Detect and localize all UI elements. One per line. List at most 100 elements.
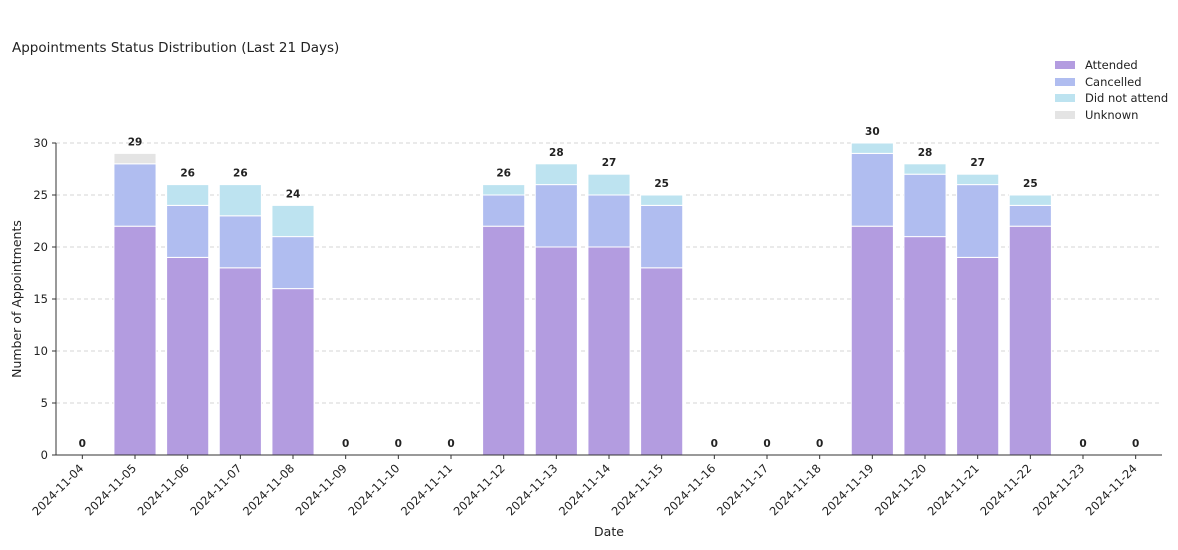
bar-total-label: 30 — [865, 126, 880, 138]
bar-total-label: 29 — [128, 136, 143, 148]
x-tick-label: 2024-11-07 — [187, 461, 244, 518]
x-tick-label: 2024-11-05 — [82, 461, 139, 518]
bar-attended — [956, 256, 1000, 456]
bar-cancelled — [482, 194, 526, 227]
bar-cancelled — [640, 204, 684, 269]
bar-did-not-attend — [1008, 194, 1052, 206]
bar-attended — [1008, 225, 1052, 456]
bar-attended — [534, 246, 578, 456]
bar-total-label: 26 — [496, 168, 511, 180]
bar-attended — [850, 225, 894, 456]
legend-swatch-unknown — [1055, 110, 1075, 119]
bar-total-label: 28 — [918, 147, 933, 159]
bar-cancelled — [534, 184, 578, 248]
x-tick-label: 2024-11-15 — [609, 461, 666, 518]
bar-total-label: 25 — [1023, 178, 1038, 190]
bar-attended — [903, 236, 947, 456]
bar-did-not-attend — [166, 184, 210, 206]
bar-total-label: 24 — [286, 188, 301, 200]
bar-total-label: 0 — [342, 438, 349, 450]
x-tick-label: 2024-11-17 — [714, 461, 771, 518]
x-tick-label: 2024-11-14 — [556, 461, 613, 518]
y-tick-label: 25 — [33, 188, 48, 202]
bar-did-not-attend — [956, 173, 1000, 186]
bar-attended — [113, 225, 157, 456]
bar-total-label: 27 — [970, 157, 985, 169]
x-tick-label: 2024-11-24 — [1083, 461, 1140, 518]
legend-item-attended: Attended — [1055, 57, 1168, 74]
y-tick-label: 0 — [41, 448, 48, 462]
bar-total-label: 0 — [1079, 438, 1086, 450]
bar-did-not-attend — [903, 163, 947, 175]
x-tick-label: 2024-11-12 — [451, 461, 508, 518]
x-tick-label: 2024-11-11 — [398, 461, 455, 518]
bar-did-not-attend — [587, 173, 631, 196]
x-tick-label: 2024-11-13 — [503, 461, 560, 518]
bar-did-not-attend — [850, 142, 894, 154]
x-tick-label: 2024-11-09 — [293, 461, 350, 518]
x-tick-label: 2024-11-16 — [661, 461, 718, 518]
bar-did-not-attend — [271, 204, 315, 238]
y-tick-label: 10 — [33, 344, 48, 358]
bar-cancelled — [218, 215, 262, 269]
bar-total-label: 0 — [816, 438, 823, 450]
bar-attended — [640, 267, 684, 456]
legend-label-attended: Attended — [1085, 58, 1138, 73]
bar-did-not-attend — [640, 194, 684, 206]
bar-cancelled — [587, 194, 631, 248]
legend-item-unknown: Unknown — [1055, 107, 1168, 124]
y-tick-label: 30 — [33, 136, 48, 150]
y-tick-label: 20 — [33, 240, 48, 254]
legend-swatch-attended — [1055, 61, 1075, 70]
bar-did-not-attend — [482, 184, 526, 196]
bar-cancelled — [271, 236, 315, 290]
bar-total-label: 0 — [763, 438, 770, 450]
y-tick-label: 5 — [41, 396, 48, 410]
bar-cancelled — [956, 184, 1000, 258]
bar-cancelled — [166, 204, 210, 258]
x-axis-title: Date — [594, 524, 624, 539]
bar-total-label: 26 — [180, 168, 195, 180]
bar-cancelled — [113, 163, 157, 227]
bar-total-label: 25 — [654, 178, 669, 190]
bar-total-label: 0 — [711, 438, 718, 450]
legend-swatch-did-not-attend — [1055, 94, 1075, 103]
legend-item-did-not-attend: Did not attend — [1055, 90, 1168, 107]
bar-total-label: 0 — [395, 438, 402, 450]
bar-cancelled — [850, 152, 894, 227]
x-tick-label: 2024-11-19 — [819, 461, 876, 518]
legend-swatch-cancelled — [1055, 77, 1075, 86]
x-tick-label: 2024-11-23 — [1030, 461, 1087, 518]
bar-unknown — [113, 152, 157, 165]
bar-did-not-attend — [218, 184, 262, 217]
legend-item-cancelled: Cancelled — [1055, 74, 1168, 91]
y-axis-title: Number of Appointments — [9, 220, 24, 378]
x-tick-label: 2024-11-21 — [925, 461, 982, 518]
legend-label-cancelled: Cancelled — [1085, 74, 1142, 89]
bar-total-label: 0 — [447, 438, 454, 450]
x-tick-label: 2024-11-22 — [977, 461, 1034, 518]
chart-title: Appointments Status Distribution (Last 2… — [12, 40, 340, 56]
bar-attended — [482, 225, 526, 456]
bar-cancelled — [903, 173, 947, 238]
x-tick-label: 2024-11-04 — [29, 461, 86, 518]
bar-attended — [218, 267, 262, 456]
bar-total-label: 26 — [233, 168, 248, 180]
x-tick-label: 2024-11-08 — [240, 461, 297, 518]
legend-label-unknown: Unknown — [1085, 107, 1139, 122]
legend-label-did-not-attend: Did not attend — [1085, 91, 1169, 106]
x-tick-label: 2024-11-20 — [872, 461, 929, 518]
x-tick-label: 2024-11-10 — [345, 461, 402, 518]
bar-did-not-attend — [534, 163, 578, 186]
bar-attended — [271, 288, 315, 456]
bar-total-label: 0 — [1132, 438, 1139, 450]
bar-attended — [166, 256, 210, 456]
x-tick-label: 2024-11-18 — [767, 461, 824, 518]
bar-total-label: 27 — [602, 157, 617, 169]
x-tick-label: 2024-11-06 — [135, 461, 192, 518]
bar-attended — [587, 246, 631, 456]
bar-cancelled — [1008, 204, 1052, 227]
legend: Attended Cancelled Did not attend Unknow… — [1055, 57, 1168, 123]
bar-total-label: 0 — [79, 438, 86, 450]
